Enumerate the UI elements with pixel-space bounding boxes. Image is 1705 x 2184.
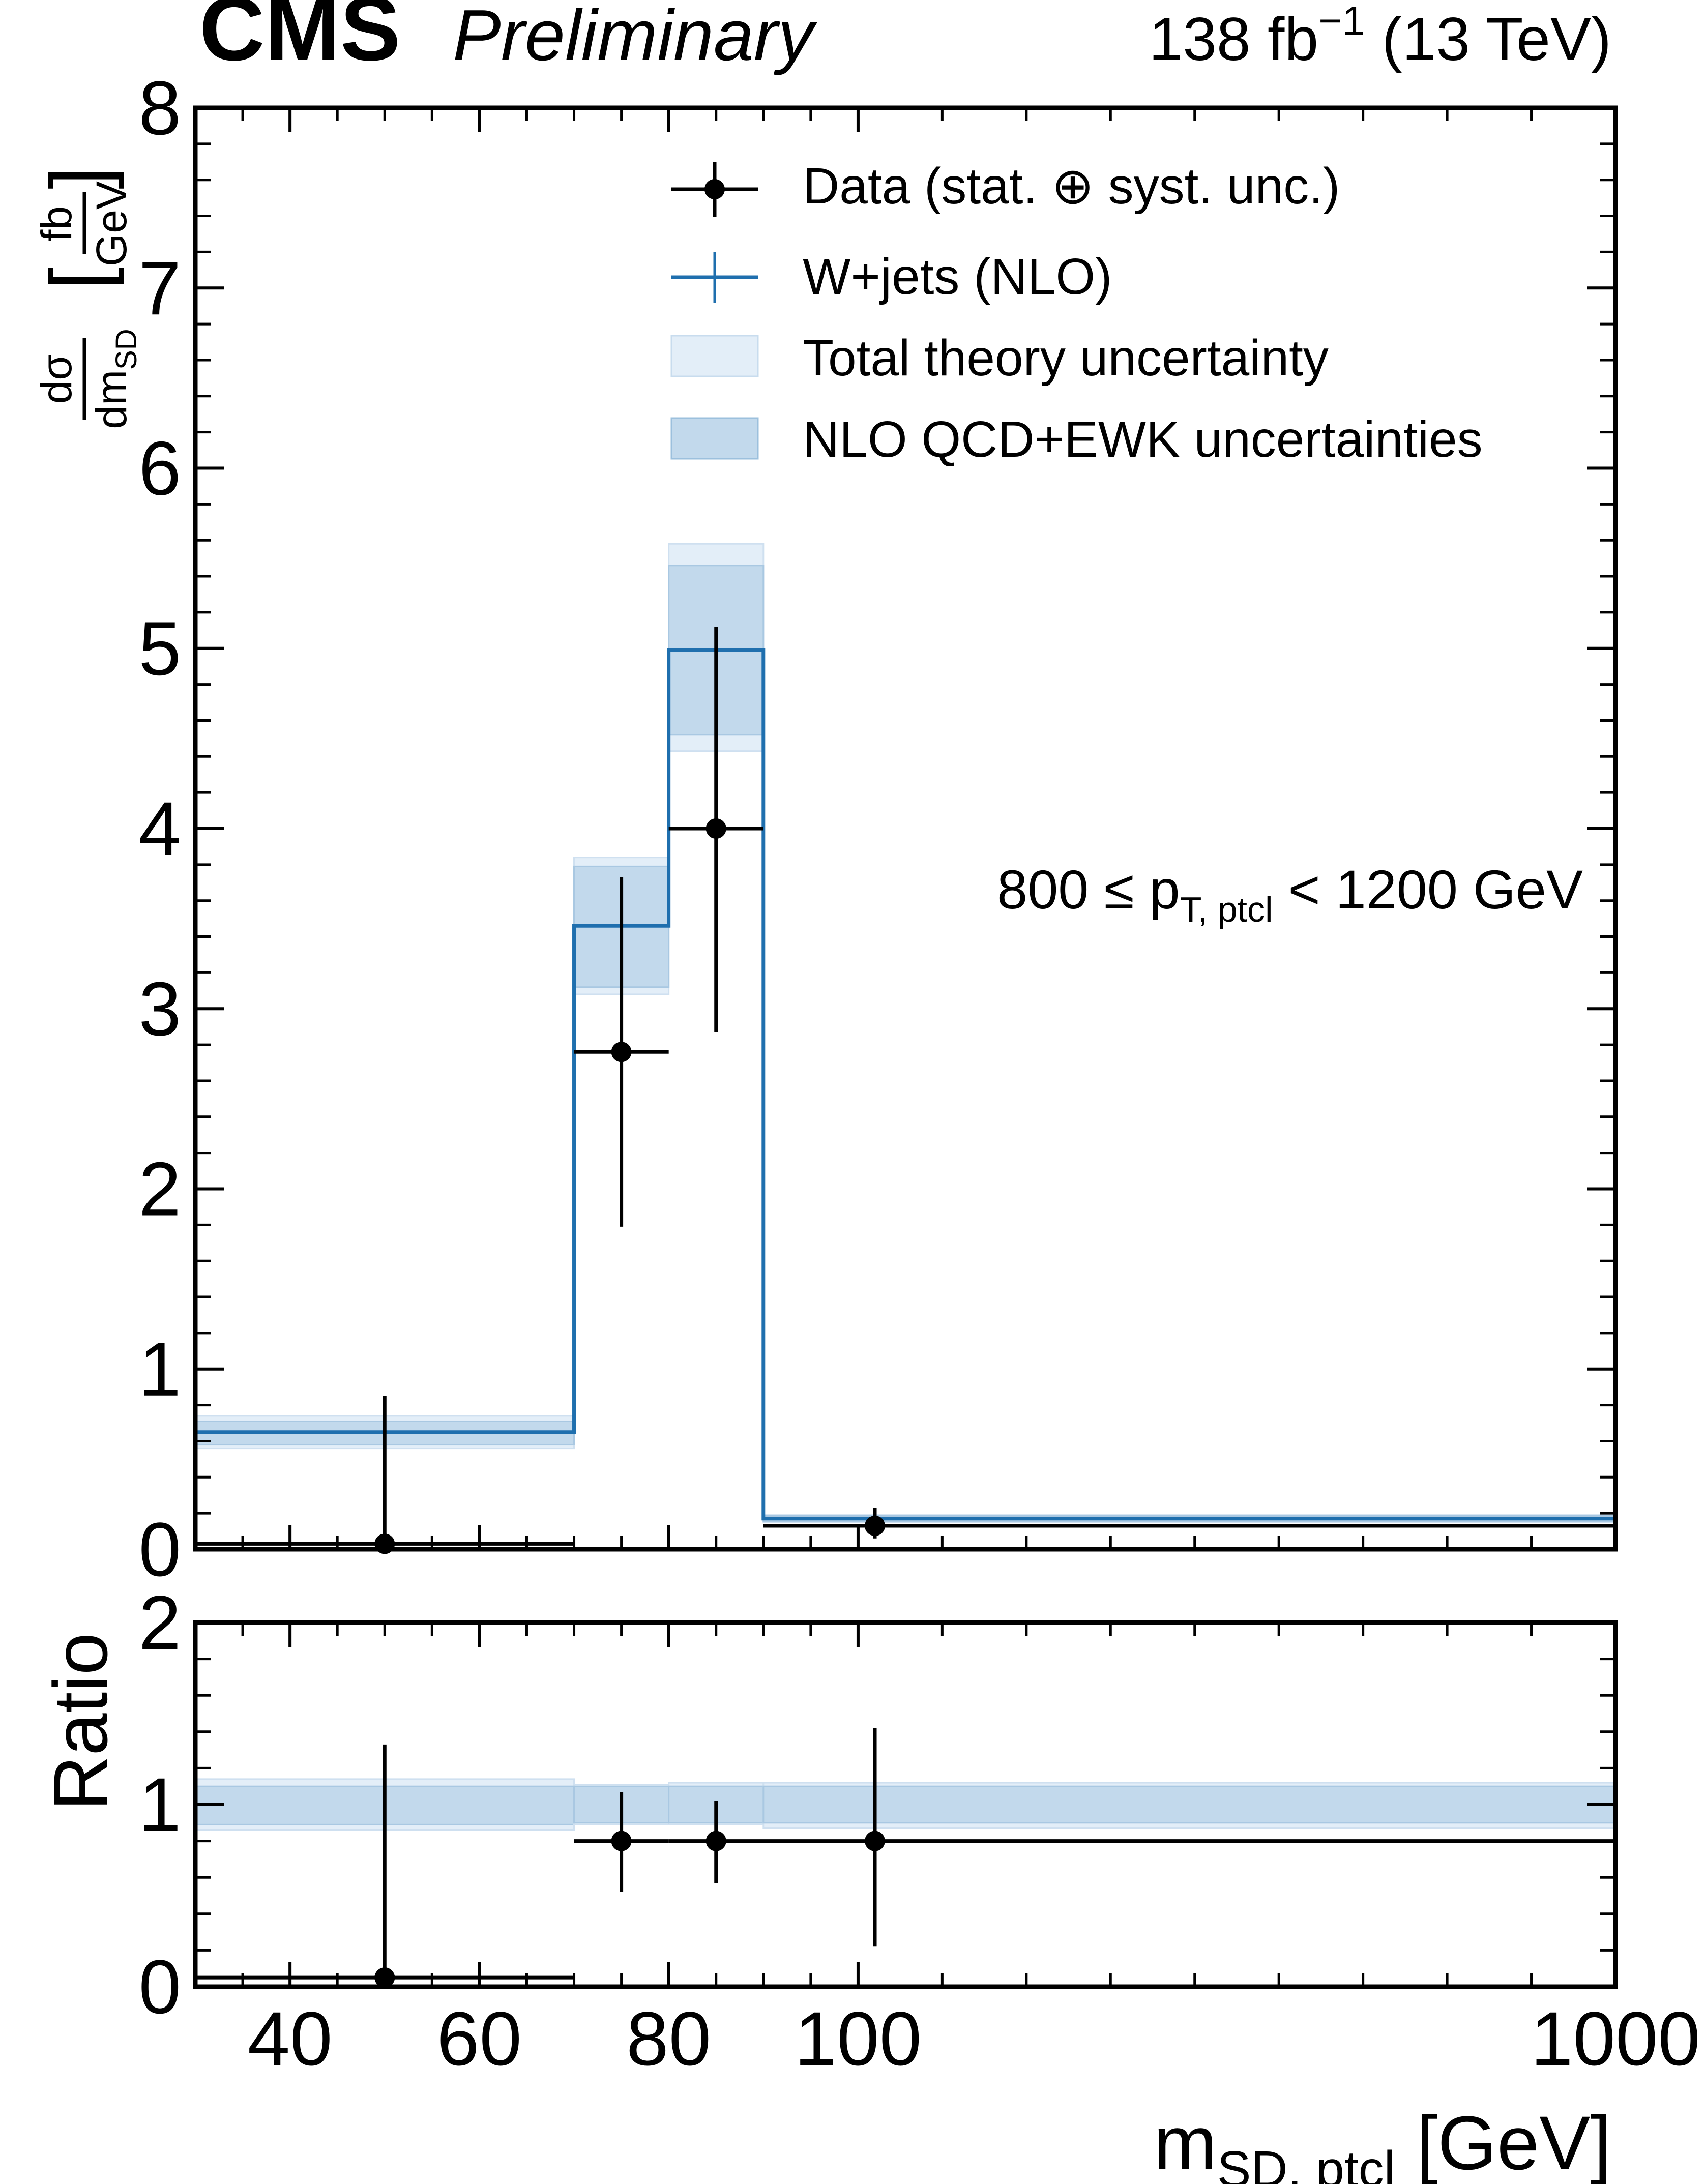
ratio-point-marker (865, 1831, 886, 1851)
main-y-tick-label: 0 (139, 1507, 181, 1592)
main-plot-frame (193, 105, 1618, 1552)
main-data-points (195, 627, 1615, 1554)
main-y-tick-label: 4 (139, 786, 181, 871)
legend-total-band-swatch (670, 335, 759, 377)
data-point-marker (611, 1042, 632, 1063)
ratio-y-tick-label: 2 (139, 1580, 181, 1665)
main-uncertainty-bands (194, 543, 1616, 1523)
legend-mc-label: W+jets (NLO) (803, 248, 1112, 305)
legend-data-label: Data (stat. ⊕ syst. unc.) (803, 158, 1340, 215)
y-label-numerator: dσ (33, 354, 80, 404)
y-label-unit-den: GeV (87, 181, 135, 267)
x-tick-label: 100 (795, 1996, 922, 2081)
legend-data-marker-dot (704, 179, 725, 199)
y-label-denominator: dmSD (87, 329, 143, 429)
nlo-step-line (195, 648, 1615, 1521)
main-y-tick-label: 8 (139, 65, 181, 151)
experiment-label: CMS (199, 0, 401, 79)
main-y-tick-label: 2 (139, 1146, 181, 1232)
data-point-marker (705, 818, 726, 839)
x-axis-label: mSD, ptcl [GeV] (1154, 2100, 1611, 2184)
main-axis: 0 1 2 3 4 5 6 7 8 (139, 65, 1618, 1592)
ratio-y-axis-label: Ratio (38, 1633, 123, 1811)
main-nlo-line (195, 648, 1615, 1521)
pt-range-annotation: 800 ≤ pT, ptcl < 1200 GeV (997, 859, 1583, 929)
main-y-tick-label: 3 (139, 966, 181, 1051)
legend: Data (stat. ⊕ syst. unc.) W+jets (NLO) T… (670, 158, 1483, 468)
legend-nlo-band-label: NLO QCD+EWK uncertainties (803, 411, 1483, 468)
ratio-axis: 0 1 2 40 60 80 100 1000 (139, 1580, 1700, 2081)
x-tick-label: 60 (437, 1996, 522, 2081)
main-y-tick-label: 7 (139, 245, 181, 331)
y-label-unit-num: fb (33, 206, 80, 242)
legend-nlo-band-swatch (670, 417, 759, 460)
ratio-point-marker (611, 1831, 632, 1851)
main-y-tick-label: 1 (139, 1326, 181, 1412)
legend-total-band-label: Total theory uncertainty (803, 330, 1329, 387)
x-tick-label: 1000 (1531, 1996, 1700, 2081)
ratio-uncertainty-bands (194, 1778, 1616, 1831)
main-y-tick-label: 6 (139, 426, 181, 511)
y-label-bracket-close: ] (33, 167, 124, 189)
main-y-axis-label: dσ dmSD [ fb GeV ] (33, 167, 143, 429)
y-label-bracket-open: [ (33, 268, 124, 290)
ratio-y-tick-label: 0 (139, 1944, 181, 2029)
data-point-marker (865, 1515, 886, 1536)
ratio-nlo-band-bin (762, 1785, 1616, 1824)
x-tick-label: 80 (626, 1996, 711, 2081)
main-y-tick-label: 5 (139, 606, 181, 691)
x-tick-label: 40 (248, 1996, 333, 2081)
lumi-label: 138 fb−1 (13 TeV) (1149, 0, 1611, 73)
ratio-y-tick-label: 1 (139, 1762, 181, 1847)
ratio-data-points (195, 1728, 1615, 1988)
ratio-point-marker (705, 1831, 726, 1851)
status-label: Preliminary (453, 0, 818, 76)
